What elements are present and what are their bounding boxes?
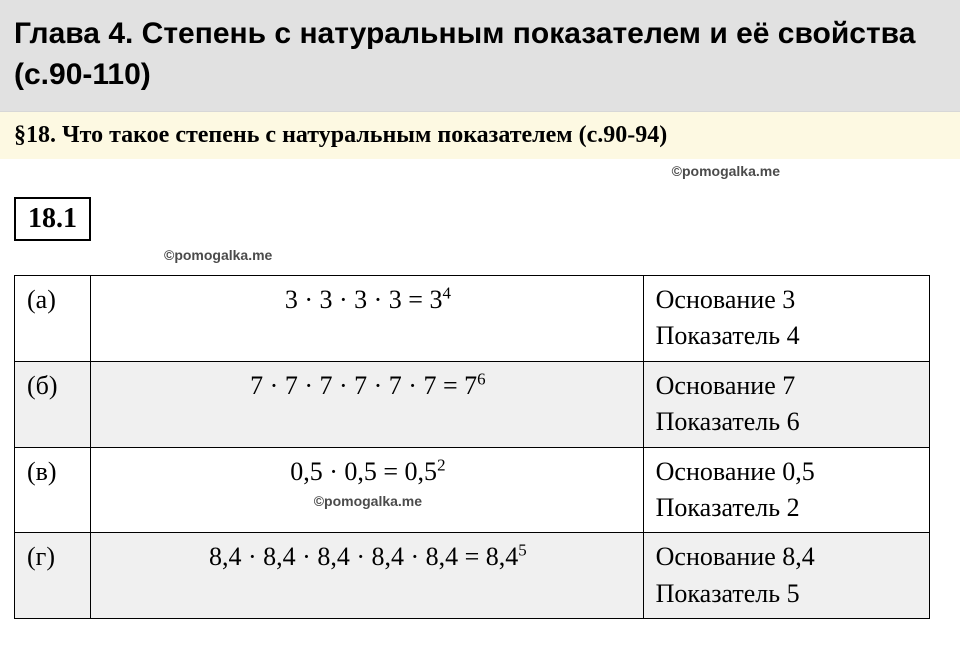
watermark-text: ©pomogalka.me bbox=[103, 492, 633, 512]
row-label: (б) bbox=[15, 361, 91, 447]
watermark-text: ©pomogalka.me bbox=[164, 247, 272, 263]
expression-text: 0,5 · 0,5 = 0,52 bbox=[290, 457, 445, 486]
info-base: Основание 0,5 bbox=[656, 454, 919, 490]
table-row: (а) 3 · 3 · 3 · 3 = 34 Основание 3Показате… bbox=[15, 276, 930, 362]
table-row: (б) 7 · 7 · 7 · 7 · 7 · 7 = 76 Основание 7… bbox=[15, 361, 930, 447]
info-base: Основание 3 bbox=[656, 282, 919, 318]
exercise-number-row: 18.1 bbox=[14, 197, 946, 241]
row-expression: 8,4 · 8,4 · 8,4 · 8,4 · 8,4 = 8,45 bbox=[91, 533, 644, 619]
info-exponent: Показатель 4 bbox=[656, 318, 919, 354]
row-expression: 0,5 · 0,5 = 0,52 ©pomogalka.me bbox=[91, 447, 644, 533]
watermark-text: ©pomogalka.me bbox=[672, 163, 780, 179]
page-root: Глава 4. Степень с натуральным показател… bbox=[0, 0, 960, 639]
exercise-table: (а)3 · 3 · 3 · 3 = 34Основание 3Показате… bbox=[14, 275, 930, 619]
row-info: Основание 0,5Показатель 2 bbox=[643, 447, 929, 533]
section-title: §18. Что такое степень с натуральным пок… bbox=[14, 122, 946, 149]
table-row: (г) 8,4 · 8,4 · 8,4 · 8,4 · 8,4 = 8,45 Осн… bbox=[15, 533, 930, 619]
watermark-top: ©pomogalka.me bbox=[0, 159, 960, 191]
info-exponent: Показатель 5 bbox=[656, 576, 919, 612]
section-header: §18. Что такое степень с натуральным пок… bbox=[0, 112, 960, 159]
info-exponent: Показатель 2 bbox=[656, 490, 919, 526]
info-exponent: Показатель 6 bbox=[656, 404, 919, 440]
row-info: Основание 8,4Показатель 5 bbox=[643, 533, 929, 619]
watermark-mid: ©pomogalka.me bbox=[14, 241, 946, 275]
row-label: (г) bbox=[15, 533, 91, 619]
info-base: Основание 8,4 bbox=[656, 539, 919, 575]
expression-text: 3 · 3 · 3 · 3 = 34 bbox=[285, 285, 451, 314]
info-base: Основание 7 bbox=[656, 368, 919, 404]
row-info: Основание 3Показатель 4 bbox=[643, 276, 929, 362]
row-label: (а) bbox=[15, 276, 91, 362]
exercise-table-body: (а)3 · 3 · 3 · 3 = 34Основание 3Показате… bbox=[15, 276, 930, 619]
chapter-title: Глава 4. Степень с натуральным показател… bbox=[14, 14, 946, 95]
row-expression: 7 · 7 · 7 · 7 · 7 · 7 = 76 bbox=[91, 361, 644, 447]
expression-text: 7 · 7 · 7 · 7 · 7 · 7 = 76 bbox=[250, 371, 485, 400]
row-info: Основание 7Показатель 6 bbox=[643, 361, 929, 447]
chapter-header: Глава 4. Степень с натуральным показател… bbox=[0, 0, 960, 112]
table-row: (в) 0,5 · 0,5 = 0,52 ©pomogalka.me Основани… bbox=[15, 447, 930, 533]
exercise-block: 18.1 ©pomogalka.me (а) 3 · 3 · 3 · 3 = 34… bbox=[0, 191, 960, 639]
row-label: (в) bbox=[15, 447, 91, 533]
exercise-number: 18.1 bbox=[14, 197, 91, 241]
expression-text: 8,4 · 8,4 · 8,4 · 8,4 · 8,4 = 8,45 bbox=[209, 542, 527, 571]
row-expression: 3 · 3 · 3 · 3 = 34 bbox=[91, 276, 644, 362]
